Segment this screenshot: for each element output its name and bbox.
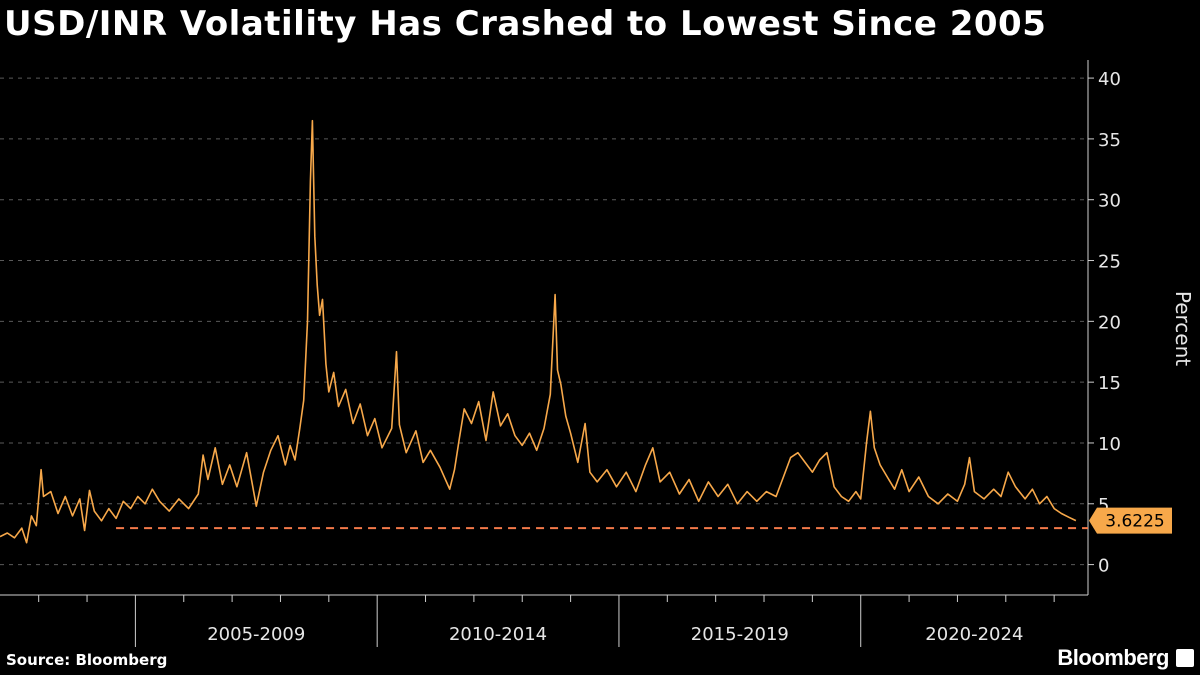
last-value-badge: 3.6225 [1089, 507, 1172, 534]
last-value-badge-shape [1089, 507, 1172, 534]
x-period-label-1: 2010-2014 [449, 624, 547, 645]
last-value-label: 3.6225 [1105, 512, 1164, 532]
x-period-label-0: 2005-2009 [207, 624, 305, 645]
y-tick-label-10: 10 [1098, 434, 1121, 455]
series-line-volatility [0, 119, 1077, 544]
chart-title: USD/INR Volatility Has Crashed to Lowest… [4, 4, 1047, 44]
y-tick-label-35: 35 [1098, 130, 1121, 151]
y-tick-label-40: 40 [1098, 69, 1121, 90]
x-period-label-2: 2015-2019 [691, 624, 789, 645]
y-tick-label-25: 25 [1098, 252, 1121, 273]
bloomberg-icon [1176, 649, 1194, 667]
x-period-label-3: 2020-2024 [925, 624, 1023, 645]
source-label: Source: Bloomberg [6, 651, 168, 669]
y-tick-label-20: 20 [1098, 312, 1121, 333]
y-tick-label-0: 0 [1098, 556, 1109, 577]
y-tick-label-15: 15 [1098, 373, 1121, 394]
y-axis-title: Percent [1171, 291, 1195, 366]
brand-logo: Bloomberg [1057, 645, 1169, 670]
y-tick-label-5: 5 [1098, 495, 1109, 516]
y-tick-label-30: 30 [1098, 191, 1121, 212]
